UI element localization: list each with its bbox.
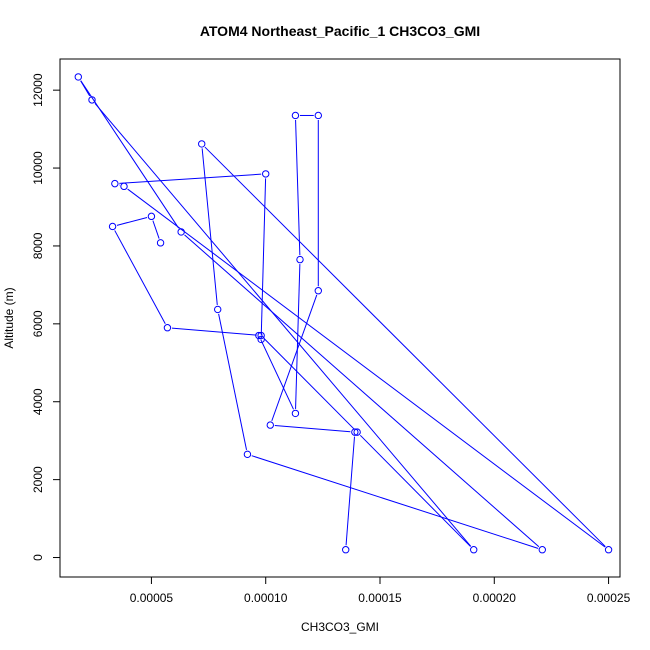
series-line-segment xyxy=(152,220,160,239)
plot-area xyxy=(74,73,613,554)
series-line-segment xyxy=(127,188,606,548)
x-tick-label: 0.00025 xyxy=(587,591,631,605)
series-line-segment xyxy=(80,80,91,97)
series-line-segment xyxy=(263,338,355,430)
x-axis: 0.00005 0.00010 0.00015 0.00020 0.00025 xyxy=(130,576,631,605)
data-point xyxy=(351,428,359,436)
series-line-segment xyxy=(80,80,180,229)
x-tick-label: 0.00010 xyxy=(244,591,288,605)
series-line-segment xyxy=(271,294,318,422)
data-point xyxy=(108,222,117,231)
data-point xyxy=(120,182,128,191)
data-point xyxy=(538,546,546,554)
data-point xyxy=(147,212,156,221)
data-point xyxy=(604,546,613,554)
data-point xyxy=(314,287,322,295)
data-point xyxy=(353,428,361,436)
data-point xyxy=(177,228,185,236)
series-line-segment xyxy=(359,434,471,547)
series-line-segment xyxy=(260,339,294,410)
data-point xyxy=(156,239,165,247)
x-tick-label: 0.00005 xyxy=(130,591,174,605)
series-line-segment xyxy=(171,327,257,336)
series-line-segment xyxy=(295,119,301,256)
data-point xyxy=(291,409,300,418)
y-tick-label: 12000 xyxy=(31,73,45,107)
data-point xyxy=(74,73,82,81)
y-tick-label: 10000 xyxy=(31,151,45,185)
series-line-segment xyxy=(201,148,218,306)
y-axis-label: Altitude (m) xyxy=(2,287,16,348)
data-point xyxy=(198,140,206,148)
series-line-segment xyxy=(218,313,248,451)
y-tick-label: 2000 xyxy=(31,466,45,493)
chart-title: ATOM4 Northeast_Pacific_1 CH3CO3_GMI xyxy=(200,23,480,39)
data-point xyxy=(88,96,96,104)
plot-frame xyxy=(59,58,621,578)
series-line-segment xyxy=(184,234,540,548)
series-line-segment xyxy=(114,230,166,325)
x-tick-label: 0.00015 xyxy=(358,591,402,605)
data-point xyxy=(243,450,252,459)
series-line-segment xyxy=(204,146,606,547)
x-axis-label: CH3CO3_GMI xyxy=(301,620,379,634)
y-tick-label: 0 xyxy=(31,554,45,561)
data-point xyxy=(296,255,304,264)
data-point xyxy=(163,324,172,332)
x-tick-label: 0.00020 xyxy=(473,591,517,605)
data-point xyxy=(262,170,270,178)
data-point xyxy=(470,546,478,554)
series-line-segment xyxy=(94,103,472,547)
series-line-segment xyxy=(116,216,148,226)
series-line-segment xyxy=(295,264,301,409)
series-line-segment xyxy=(260,178,267,335)
series-line-segment xyxy=(251,455,539,549)
data-point xyxy=(291,111,300,120)
data-point xyxy=(255,331,263,340)
data-point xyxy=(111,179,119,188)
y-tick-label: 4000 xyxy=(31,388,45,415)
data-point xyxy=(257,335,265,344)
y-tick-label: 8000 xyxy=(31,232,45,259)
y-axis: 0 2000 4000 6000 8000 10000 12000 xyxy=(31,73,61,561)
data-point xyxy=(342,546,350,554)
series-line-segment xyxy=(119,173,262,184)
y-tick-label: 6000 xyxy=(31,310,45,337)
series-line-segment xyxy=(274,424,351,433)
data-point xyxy=(214,305,222,314)
data-point xyxy=(266,421,274,429)
data-point xyxy=(257,331,265,340)
data-point xyxy=(314,111,322,120)
series-line-segment xyxy=(345,436,356,546)
